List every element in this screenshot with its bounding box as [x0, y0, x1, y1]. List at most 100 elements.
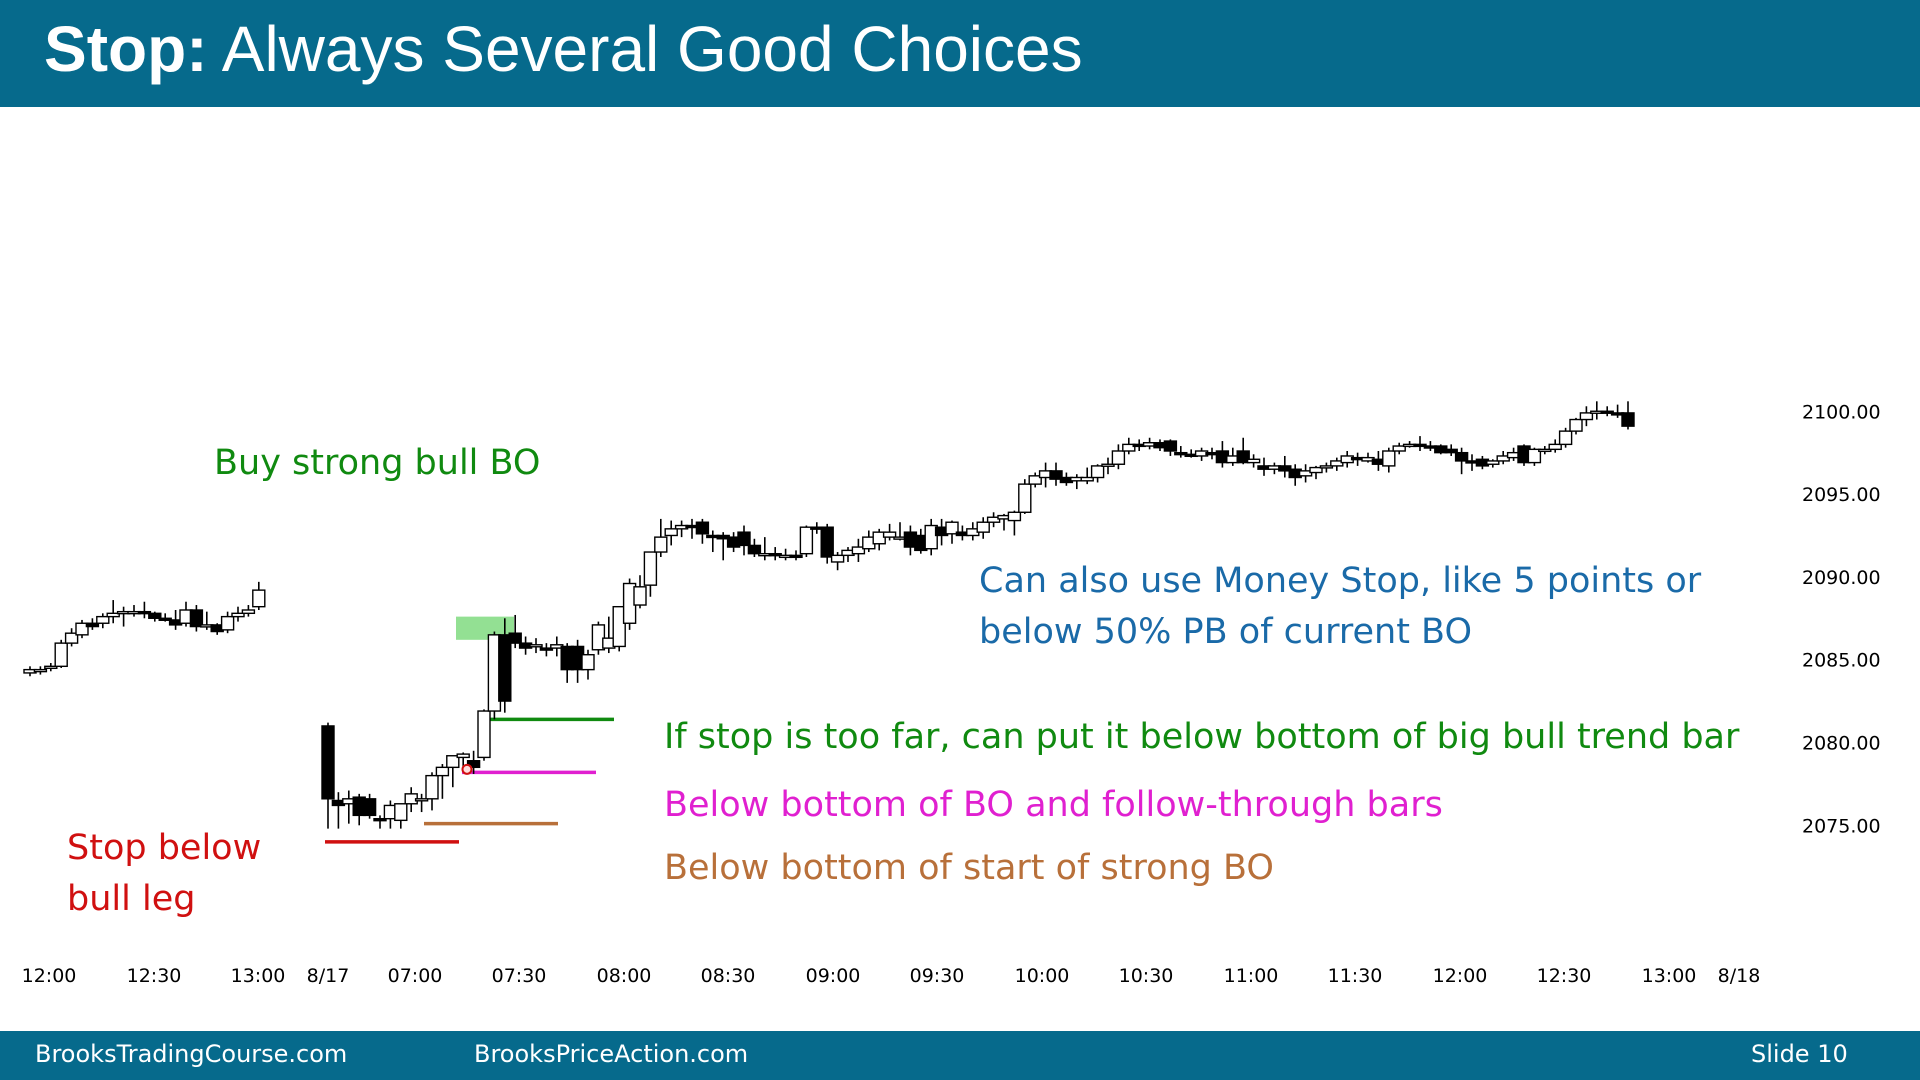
day2-candle-89: [1236, 437, 1250, 465]
bull-candle-body: [633, 586, 647, 606]
x-tick-label: 08:30: [701, 965, 756, 987]
bull-candle-body: [1309, 466, 1323, 474]
slide-number: Slide 10: [1751, 1040, 1848, 1068]
x-tick-label: 8/18: [1718, 965, 1761, 987]
bear-candle-body: [1454, 451, 1469, 462]
bull-candle-body: [986, 516, 1001, 523]
day2-candle-68: [1018, 479, 1032, 514]
bull-candle-body: [414, 798, 429, 802]
bull-candle-body: [612, 605, 626, 648]
bull-candle-body: [252, 589, 266, 608]
day2-candle-13: [446, 755, 460, 788]
day2-candle-93: [1278, 455, 1292, 478]
day1-candle-6: [75, 619, 89, 639]
bull-candle-body: [456, 753, 470, 759]
day1-candle-22: [241, 605, 256, 617]
day2-candle-58: [914, 528, 928, 554]
y-tick-label: 2080.00: [1802, 733, 1881, 755]
day2-candle-114: [1496, 451, 1510, 465]
bull-candle-body: [1392, 445, 1406, 452]
x-tick-label: 08:00: [597, 965, 652, 987]
bull-candle-body: [106, 612, 120, 618]
day2-candle-113: [1486, 459, 1500, 468]
day2-candle-50: [830, 552, 845, 571]
day2-candle-59: [924, 518, 938, 556]
bull-candle-body: [529, 644, 543, 648]
day2-candle-31: [633, 575, 647, 609]
day2-candle-19: [508, 614, 522, 649]
day2-candle-8: [394, 803, 408, 829]
day2-candle-10: [414, 793, 429, 813]
bull-candle-body: [1090, 465, 1105, 479]
bear-candle-body: [1049, 470, 1063, 480]
y-axis-labels: 2100.00 2095.00 2090.00 2085.00 2080.00 2075.…: [1802, 401, 1881, 837]
day2-candle-27: [591, 621, 606, 655]
day2-candle-106: [1413, 436, 1427, 451]
footer-site-priceaction[interactable]: BrooksPriceAction.com: [474, 1040, 749, 1068]
day1-candle-23: [252, 581, 266, 610]
x-tick-label: 12:30: [127, 965, 182, 987]
annotation-line: Buy strong bull BO: [214, 443, 541, 483]
bull-candle-body: [1319, 465, 1334, 469]
day1-candle-8: [96, 613, 110, 629]
bull-candle-body: [1579, 412, 1594, 421]
bull-candle-body: [945, 521, 959, 535]
x-tick-label: 11:00: [1224, 965, 1279, 987]
bull-candle-body: [851, 546, 866, 555]
day2-candle-11: [425, 772, 439, 811]
day2-candle-77: [1111, 444, 1126, 470]
day2-candle-87: [1215, 441, 1230, 468]
day2-candle-17: [487, 631, 502, 720]
day2-candle-118: [1538, 446, 1552, 455]
bull-candle-body: [1548, 443, 1562, 451]
annotation-line: Below bottom of start of strong BO: [664, 848, 1274, 888]
bull-candle-body: [1028, 475, 1042, 485]
day2-candle-61: [945, 520, 959, 544]
day1-candle-9: [106, 600, 120, 624]
bear-candle-body: [321, 725, 335, 800]
slide-header: Stop: Always Several Good Choices: [0, 0, 1920, 107]
x-tick-label: 09:30: [910, 965, 965, 987]
candlestick-chart: 2100.00 2095.00 2090.00 2085.00 2080.00 2075.…: [22, 401, 1881, 987]
x-tick-label: 12:30: [1537, 965, 1592, 987]
day2-candle-12: [435, 764, 450, 799]
bull-candle-body: [220, 615, 235, 631]
entry-highlight: [456, 616, 514, 640]
day2-candle-64: [976, 517, 990, 539]
bull-candle-body: [1007, 511, 1022, 522]
bull-candle-body: [1496, 455, 1510, 462]
bull-candle-body: [1538, 448, 1552, 453]
bull-candle-body: [654, 536, 668, 553]
bull-candle-body: [1569, 418, 1583, 432]
bull-candle-body: [446, 755, 460, 769]
day2-candle-126: [1621, 401, 1635, 430]
x-tick-label: 10:00: [1015, 965, 1070, 987]
bull-candle-body: [1018, 483, 1032, 513]
day2-candle-65: [986, 512, 1001, 528]
bull-candle-body: [241, 609, 256, 615]
day2-candle-47: [799, 525, 814, 557]
day2-candle-26: [581, 649, 595, 680]
bear-candle-body: [1236, 450, 1250, 464]
day1-candle-11: [127, 605, 141, 617]
day2-candle-120: [1558, 427, 1573, 448]
day2-candle-76: [1101, 457, 1115, 475]
x-tick-label: 13:00: [231, 965, 286, 987]
y-tick-label: 2095.00: [1802, 484, 1881, 506]
day2-candle-41: [737, 525, 751, 556]
day2-candle-16: [477, 709, 491, 761]
entry-marker: [461, 763, 473, 775]
day2-candle-22: [539, 643, 554, 657]
day2-candle-52: [851, 538, 866, 562]
day2-candle-109: [1444, 444, 1458, 456]
bull-candle-body: [1101, 463, 1115, 467]
bear-candle-body: [148, 612, 162, 619]
bear-candle-body: [1163, 440, 1178, 452]
annotation-line: Below bottom of BO and follow-through ba…: [664, 785, 1443, 825]
bull-candle-body: [1080, 476, 1094, 482]
footer-site-course[interactable]: BrooksTradingCourse.com: [35, 1040, 348, 1068]
day2-candle-121: [1569, 417, 1583, 435]
bull-candle-body: [477, 710, 491, 759]
y-tick-label: 2075.00: [1802, 815, 1881, 837]
day1-candle-21: [231, 606, 245, 622]
